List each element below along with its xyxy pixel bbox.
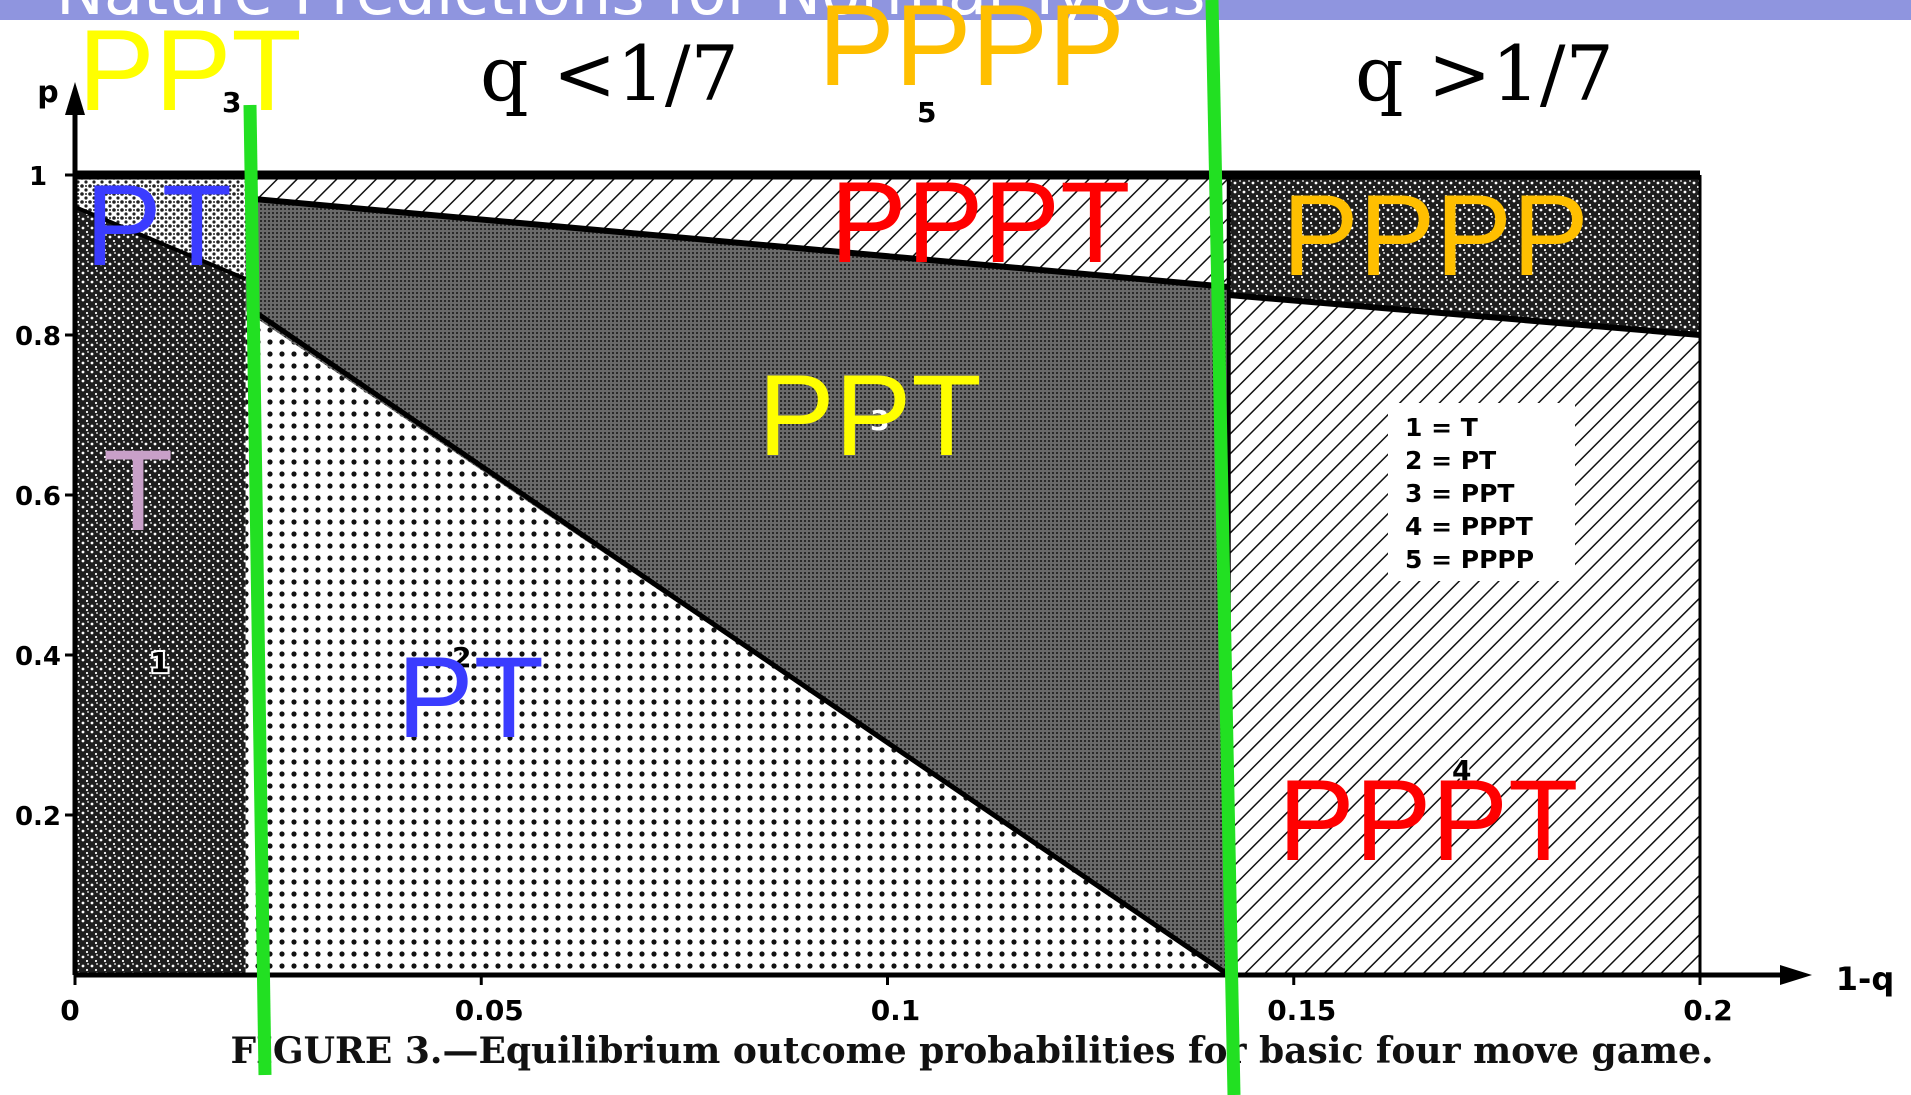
legend-entry: 5 = PPPP: [1405, 545, 1534, 574]
region-t: [75, 207, 246, 975]
q-divider-right: [1205, 0, 1241, 1095]
region-number-label: 3: [222, 86, 241, 119]
x-tick-label: 0: [60, 994, 79, 1027]
x-tick-label: 0.15: [1267, 994, 1336, 1027]
region-number-label: 4: [1452, 754, 1471, 787]
y-axis-label: p: [37, 75, 58, 110]
region-pppt-right: [1228, 295, 1700, 975]
y-tick-label: 0.6: [15, 482, 61, 512]
q-divider-left: [243, 104, 272, 1076]
overlay-label-pt-center: PT: [397, 634, 544, 762]
y-tick-label: 0.2: [15, 802, 61, 832]
y-tick-label: 0.4: [15, 642, 61, 672]
overlay-label-pt-top: PT: [85, 162, 232, 290]
y-axis-arrow: [65, 82, 85, 115]
x-axis-arrow: [1780, 965, 1812, 985]
x-tick-label: 0.1: [871, 994, 921, 1027]
header-bar: Nature Predictions for Normal Types: [0, 0, 1911, 20]
legend-entry: 4 = PPPT: [1405, 512, 1533, 541]
figure-caption: FIGURE 3.—Equilibrium outcome probabilit…: [230, 1030, 1713, 1072]
legend-box: [1388, 403, 1575, 581]
legend-entry: 1 = T: [1405, 413, 1478, 442]
overlay-label-t-left: T: [103, 427, 173, 555]
x-tick-label: 0.05: [455, 994, 524, 1027]
x-tick-label: 0.2: [1683, 994, 1733, 1027]
overlay-label-top-left-left: PPT: [78, 7, 302, 135]
region-pt-small: [75, 175, 246, 279]
overlay-label-top-left-mid: q <1/7: [480, 29, 739, 118]
region-pppt-top: [245, 175, 1229, 287]
pppp-pppt-boundary-line: [1228, 292, 1701, 338]
y-tick-label: 1: [29, 162, 47, 192]
legend-entry: 3 = PPT: [1405, 479, 1514, 508]
header-title: Nature Predictions for Normal Types: [56, 0, 1206, 20]
pt-ppt-boundary-line: [252, 308, 1231, 978]
overlay-label-ppt-center: PPT: [758, 352, 982, 480]
region-ppt: [245, 199, 1229, 975]
ppt-pppt-boundary-line: [253, 196, 1230, 290]
t-pt-boundary-line: [74, 205, 247, 281]
region-number-label: 2: [452, 641, 471, 674]
region-pppp: [1228, 175, 1700, 335]
region-number-label: 1: [150, 646, 169, 679]
overlay-label-pppp-right: PPPP: [1282, 172, 1589, 300]
legend-entry: 2 = PT: [1405, 446, 1496, 475]
region-number-label: 5: [917, 96, 936, 129]
y-tick-label: 0.8: [15, 322, 61, 352]
x-axis-label: 1-q: [1836, 960, 1894, 998]
overlay-label-top-right-left: PPPP: [818, 0, 1125, 110]
overlay-label-pppt-right: PPPT: [1278, 757, 1578, 885]
overlay-label-pppt-top: PPPT: [830, 159, 1130, 287]
overlay-label-top-right-mid: q >1/7: [1355, 29, 1614, 118]
region-number-label: 3: [870, 404, 889, 437]
